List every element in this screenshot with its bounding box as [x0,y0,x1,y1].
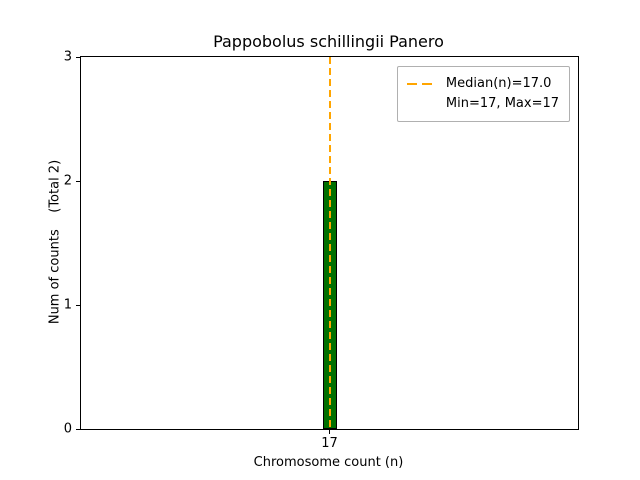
chart-title: Pappobolus schillingii Panero [213,32,444,51]
y-tick-label: 0 [63,421,72,437]
x-axis-label: Chromosome count (n) [253,455,404,470]
median-dashed-line-icon [406,83,437,85]
legend: Median(n)=17.0 Min=17, Max=17 [396,66,570,122]
legend-row-minmax: Min=17, Max=17 [407,94,559,114]
legend-label-minmax: Min=17, Max=17 [445,96,559,111]
x-tick-mark [329,430,330,434]
y-tick-mark [76,180,80,182]
legend-row-median: Median(n)=17.0 [406,74,559,94]
y-tick-label: 1 [63,297,72,313]
legend-spacer [407,103,437,105]
x-tick-label: 17 [321,436,338,451]
y-tick-mark [76,304,80,306]
y-tick-label: 2 [63,173,72,189]
y-tick-mark [76,428,80,430]
y-tick-mark [76,56,80,58]
plot-area: Median(n)=17.0 Min=17, Max=17 0 1 2 3 17 [64,51,579,451]
y-axis-label: Num of counts (Total 2) [47,159,63,325]
median-line [328,57,331,429]
y-tick-label: 3 [63,49,72,65]
legend-label-median: Median(n)=17.0 [445,76,552,91]
